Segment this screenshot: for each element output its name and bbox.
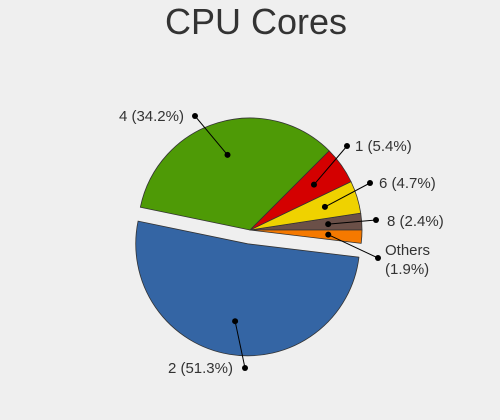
leader-line-2 [234,321,246,369]
leader-dot-inner-8 [325,221,332,228]
slice-label-2: 2 (51.3%) [168,360,233,377]
leader-dot-inner-others [325,231,332,238]
leader-dot-inner-1 [310,181,317,188]
leader-dot-inner-4 [224,151,231,158]
leader-dot-inner-2 [232,318,239,325]
leader-line-6 [324,182,371,208]
leader-line-1 [313,145,348,186]
leader-dot-inner-6 [321,203,328,210]
pie-labels: 8 (2.4%) 6 (4.7%) 1 (5.4%) 4 (34.2%) 2 (51.3… [119,108,444,377]
pie-slice-2 [135,220,360,357]
leader-dot-outer-2 [242,365,248,371]
slice-label-8: 8 (2.4%) [387,213,444,230]
leader-line-others [328,234,379,259]
pie-slices [135,117,363,357]
chart-title: CPU Cores [165,1,347,42]
leader-line-4 [194,115,228,156]
slice-label-others: Others (1.9%) [385,242,430,278]
slice-label-1: 1 (5.4%) [355,138,412,155]
leader-dot-outer-1 [344,143,350,149]
slice-label-6: 6 (4.7%) [379,175,436,192]
leader-dot-outer-4 [192,113,198,119]
leader-dot-outer-6 [367,180,373,186]
pie-slice-others [249,229,363,244]
pie-slice-4 [139,117,330,231]
leader-line-8 [328,219,377,225]
slice-label-4: 4 (34.2%) [119,108,184,125]
leader-dot-outer-others [375,255,381,261]
leader-dot-outer-8 [373,217,379,223]
